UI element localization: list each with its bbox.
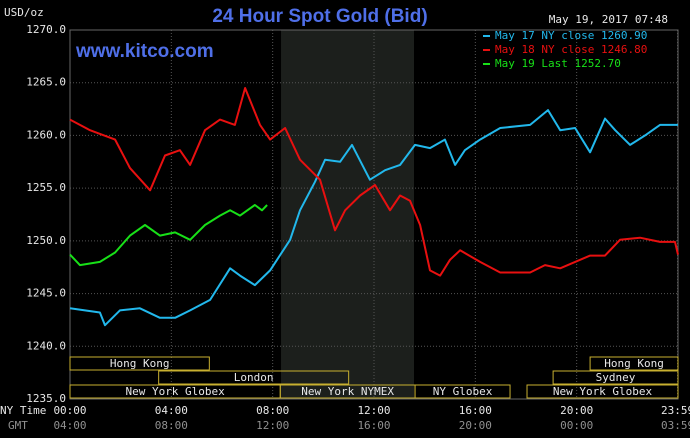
session-label: NY Globex (433, 385, 493, 398)
x-tick-label: 00:00 (53, 404, 86, 417)
session-box (589, 356, 679, 371)
y-tick-label: 1270.0 (26, 23, 66, 36)
x2-tick-label: 03:59 (661, 419, 690, 432)
session-label: New York NYMEX (301, 385, 394, 398)
y-tick-label: 1235.0 (26, 392, 66, 405)
legend-label: May 18 NY close 1246.80 (495, 43, 647, 56)
y-tick-label: 1255.0 (26, 181, 66, 194)
source-label: www.kitco.com (75, 41, 214, 62)
x-tick-label: 08:00 (256, 404, 289, 417)
y-tick-label: 1260.0 (26, 128, 66, 141)
session-label: Hong Kong (604, 357, 664, 370)
legend-label: May 17 NY close 1260.90 (495, 29, 647, 42)
y-tick-label: 1245.0 (26, 287, 66, 300)
plot-frame (69, 29, 679, 400)
session-label: New York Globex (553, 385, 653, 398)
session-box (69, 356, 210, 371)
x2-axis-label: GMT (8, 419, 28, 432)
x2-tick-label: 00:00 (560, 419, 593, 432)
x-axis-label: NY Time (0, 404, 46, 417)
session-box (158, 370, 350, 385)
x2-tick-label: 08:00 (155, 419, 188, 432)
x2-tick-label: 20:00 (459, 419, 492, 432)
legend-label: May 19 Last 1252.70 (495, 57, 621, 70)
session-box (414, 384, 511, 399)
y-tick-label: 1250.0 (26, 234, 66, 247)
x-tick-label: 04:00 (155, 404, 188, 417)
series-line (69, 204, 268, 267)
session-box (552, 370, 679, 385)
x2-tick-label: 04:00 (53, 419, 86, 432)
series-line (69, 109, 678, 327)
x-tick-label: 12:00 (357, 404, 390, 417)
x-tick-label: 20:00 (560, 404, 593, 417)
date-label: May 19, 2017 07:48 (549, 13, 668, 26)
session-label: London (234, 371, 274, 384)
shaded-region (281, 30, 415, 399)
chart-title: 24 Hour Spot Gold (Bid) (212, 6, 427, 27)
y-tick-label: 1265.0 (26, 76, 66, 89)
session-label: New York Globex (125, 385, 225, 398)
x-tick-label: 16:00 (459, 404, 492, 417)
session-label: Sydney (596, 371, 636, 384)
series-line (69, 87, 679, 277)
session-box (526, 384, 679, 399)
y-tick-label: 1240.0 (26, 339, 66, 352)
x-tick-label: 23:59 (661, 404, 690, 417)
session-label: Hong Kong (110, 357, 170, 370)
x2-tick-label: 16:00 (357, 419, 390, 432)
x2-tick-label: 12:00 (256, 419, 289, 432)
y-axis-label: USD/oz (4, 6, 44, 19)
